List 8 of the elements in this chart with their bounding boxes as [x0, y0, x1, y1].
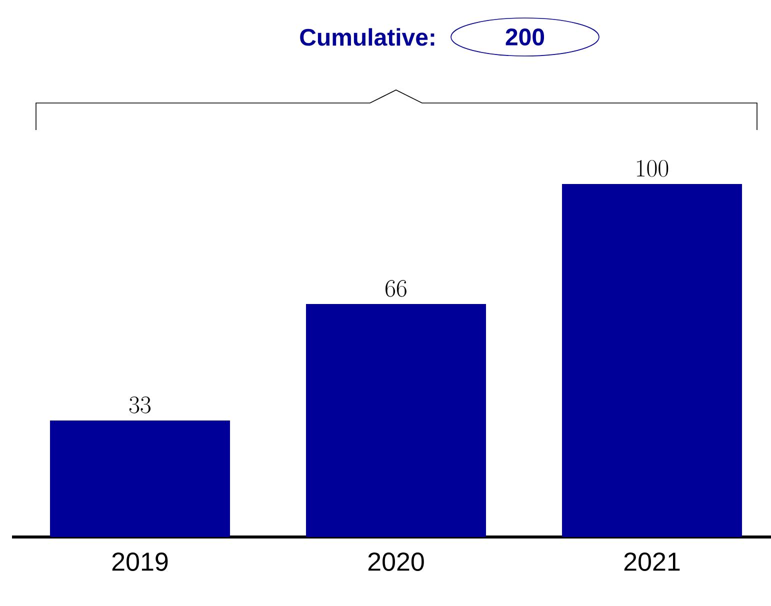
data-label: 100	[637, 160, 668, 177]
x-tick-label: 2019	[112, 552, 168, 571]
data-label: 66	[386, 280, 406, 297]
chart-title: Cumulative:	[300, 28, 434, 46]
text: 200	[506, 28, 544, 46]
data-label: 33	[129, 396, 151, 414]
x-tick-label: 2020	[368, 552, 424, 571]
x-tick-label: 2021	[624, 552, 680, 571]
